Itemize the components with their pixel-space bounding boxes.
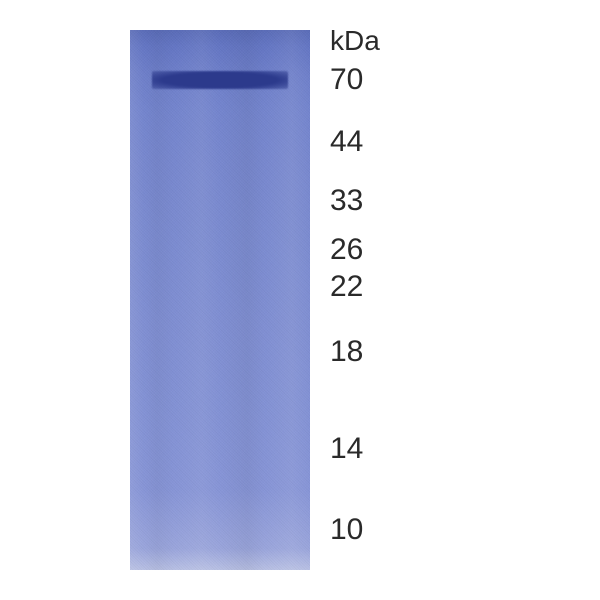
mw-label-14: 14 [330,432,363,466]
mw-label-33: 33 [330,184,363,218]
gel-lane [130,30,310,570]
mw-label-70: 70 [330,63,363,97]
gel-noise-texture [130,30,310,570]
mw-label-44: 44 [330,125,363,159]
unit-label: kDa [330,25,380,57]
mw-label-26: 26 [330,233,363,267]
gel-lane-container [130,30,310,570]
mw-label-18: 18 [330,335,363,369]
protein-band-0 [152,71,289,89]
mw-label-10: 10 [330,513,363,547]
labels-container: kDa 7044332622181410 [330,30,430,570]
mw-label-22: 22 [330,270,363,304]
